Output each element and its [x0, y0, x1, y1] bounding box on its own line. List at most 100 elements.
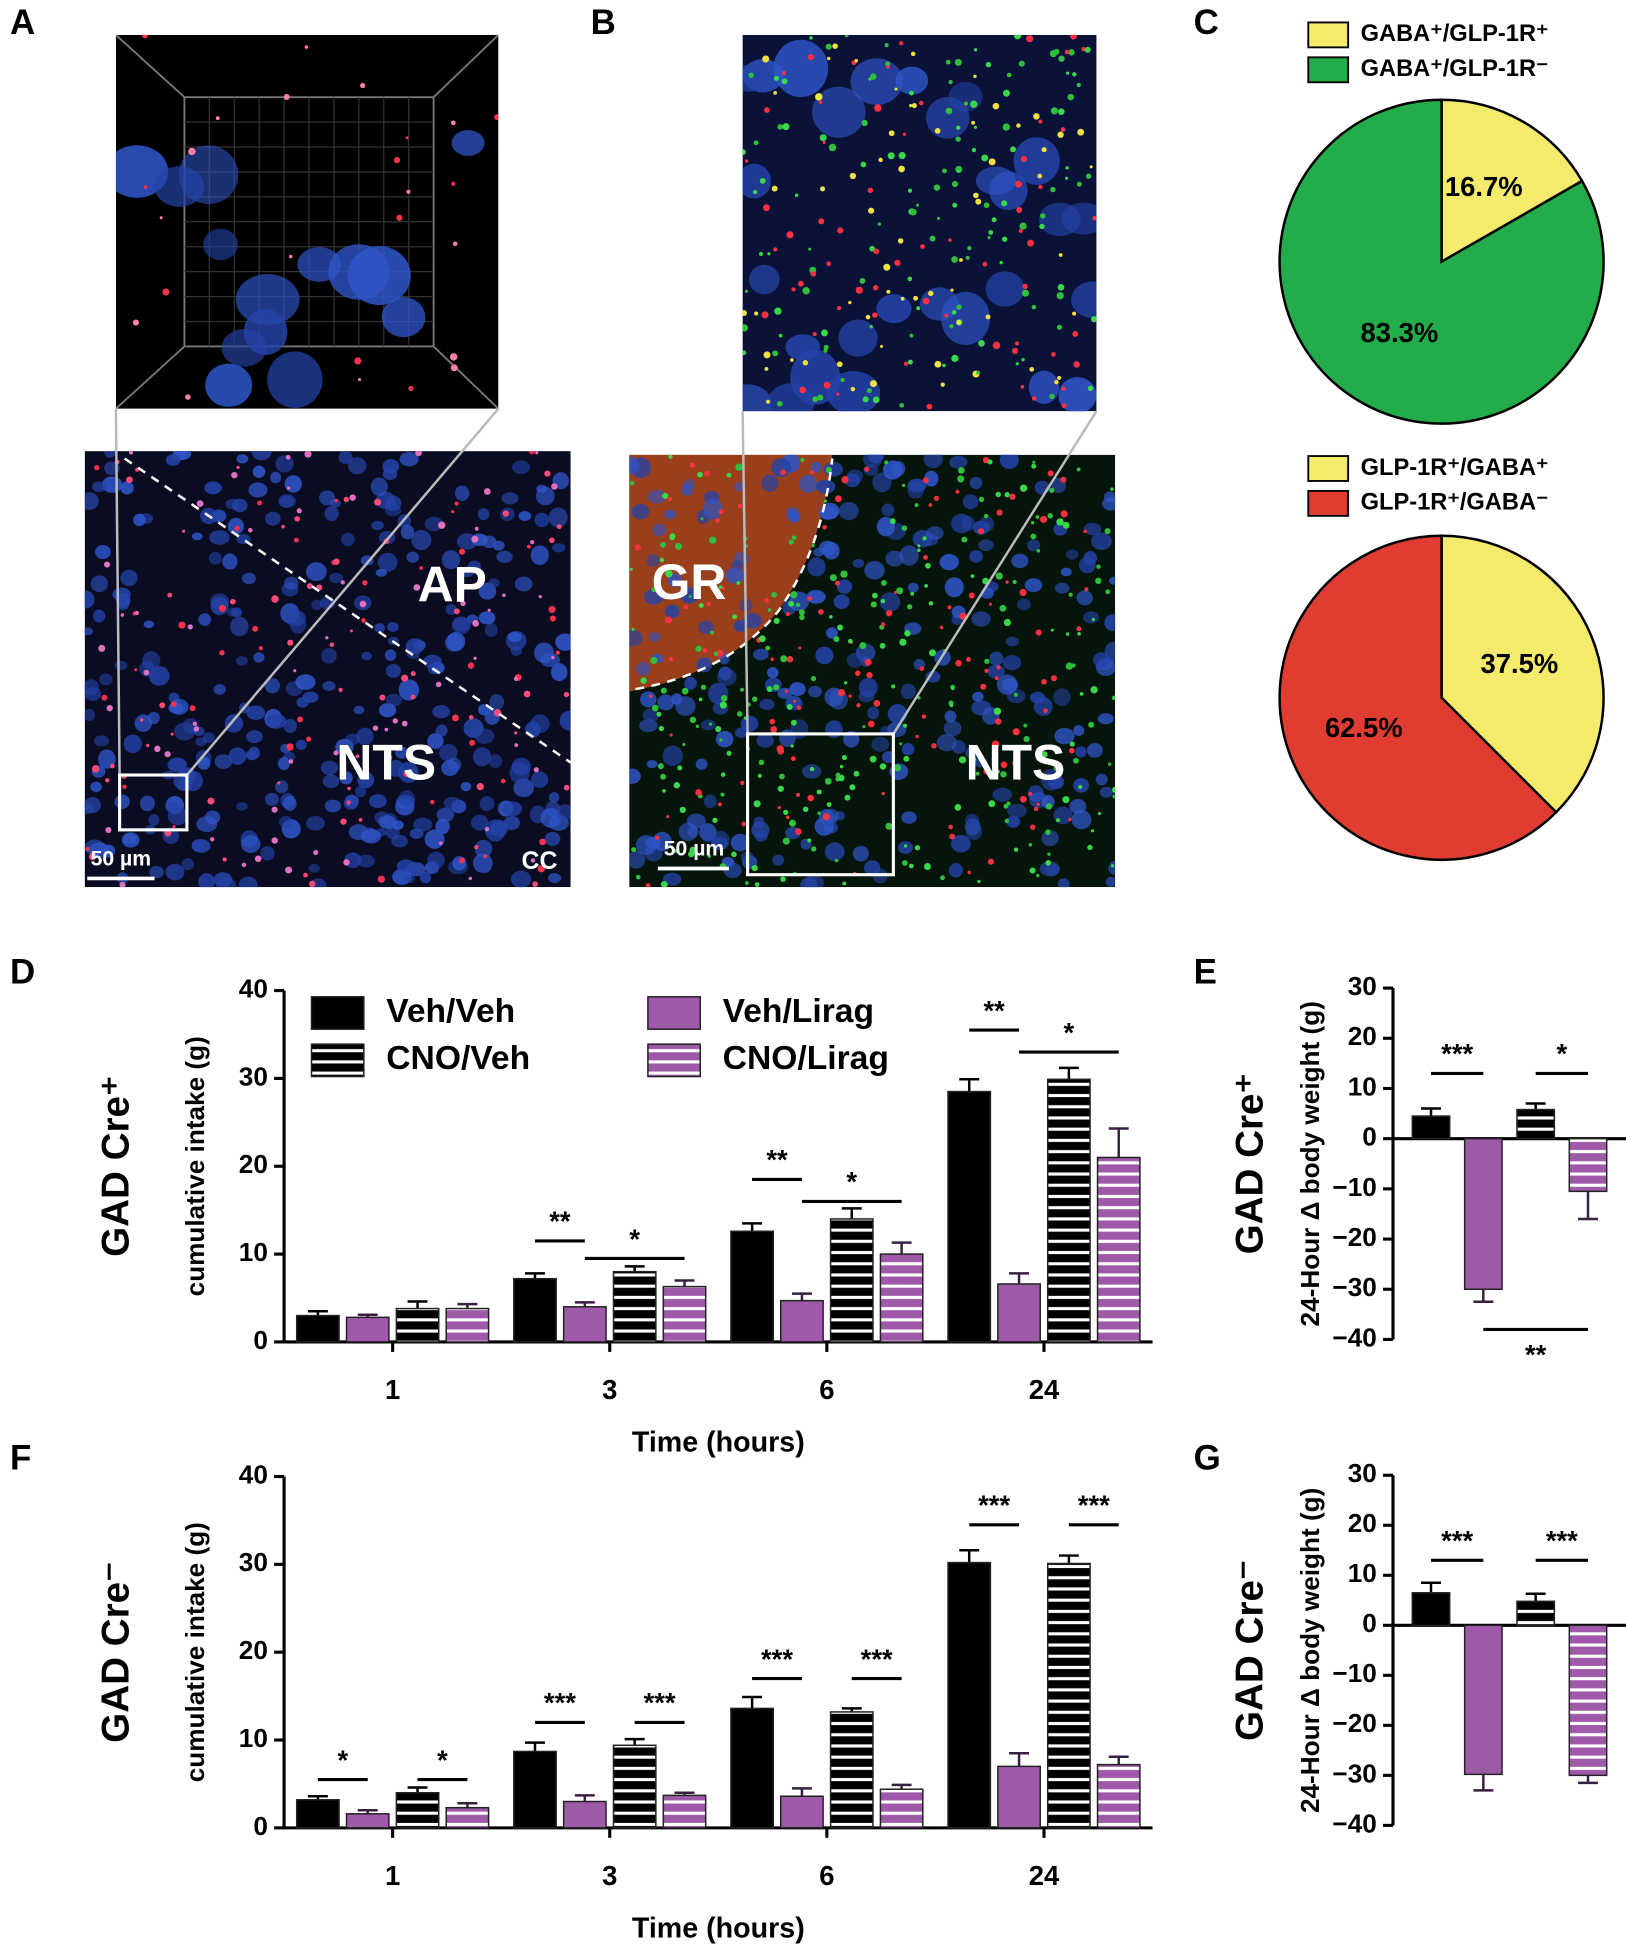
- panel-label: F: [10, 1439, 31, 1478]
- y-tick-label: 20: [239, 1149, 268, 1179]
- y-tick-label: 30: [239, 1061, 268, 1091]
- signal-dot: [873, 285, 879, 291]
- nucleus: [321, 647, 337, 664]
- signal-dot: [961, 536, 968, 543]
- nucleus: [1060, 567, 1072, 577]
- signal-dot: [774, 307, 782, 315]
- signal-dot: [796, 705, 802, 710]
- signal-dot: [837, 624, 844, 631]
- bar: [1096, 1156, 1141, 1343]
- signal-dot: [958, 466, 965, 474]
- signal-dot: [785, 612, 790, 617]
- signal-dot: [450, 120, 456, 126]
- signal-dot: [873, 248, 880, 255]
- signal-dot: [879, 344, 884, 348]
- nucleus: [378, 703, 397, 718]
- nucleus: [788, 511, 801, 523]
- signal-dot: [767, 608, 772, 612]
- signal-dot: [374, 498, 382, 506]
- signal-dot: [162, 288, 170, 296]
- signal-dot: [936, 216, 941, 220]
- significance-label: ***: [644, 1687, 676, 1718]
- signal-dot: [971, 120, 976, 125]
- nucleus: [267, 351, 323, 409]
- signal-dot: [1076, 467, 1081, 472]
- nucleus: [277, 757, 290, 771]
- nucleus: [949, 455, 968, 469]
- bar: [562, 1306, 607, 1343]
- signal-dot: [142, 34, 148, 39]
- signal-dot: [325, 636, 329, 640]
- signal-dot: [1015, 362, 1019, 366]
- signal-dot: [894, 87, 898, 91]
- nucleus: [1006, 815, 1021, 828]
- nucleus: [230, 607, 243, 618]
- nucleus: [1108, 861, 1116, 876]
- signal-dot: [835, 495, 842, 503]
- nucleus: [555, 633, 571, 651]
- signal-dot: [779, 773, 785, 780]
- signal-dot: [777, 124, 784, 130]
- signal-dot: [954, 58, 962, 66]
- signal-dot: [983, 513, 989, 519]
- signal-dot: [945, 59, 951, 65]
- nucleus: [969, 550, 983, 563]
- nucleus: [248, 482, 268, 498]
- signal-dot: [698, 603, 704, 609]
- signal-dot: [833, 636, 840, 643]
- signal-dot: [1079, 692, 1084, 696]
- signal-dot: [923, 863, 931, 870]
- nucleus: [901, 742, 915, 756]
- legend-label: Veh/Lirag: [723, 993, 874, 1030]
- y-tick-label: 30: [1348, 1458, 1377, 1488]
- bar: [1568, 1624, 1608, 1777]
- side-label: GAD Cre⁺: [1228, 1073, 1271, 1254]
- nucleus: [1006, 803, 1027, 818]
- signal-dot: [1104, 528, 1111, 535]
- signal-dot: [340, 580, 345, 585]
- signal-dot: [660, 541, 666, 548]
- signal-dot: [1085, 173, 1092, 179]
- nucleus: [901, 811, 917, 824]
- nucleus: [104, 451, 116, 458]
- signal-dot: [1053, 766, 1058, 771]
- signal-dot: [1012, 761, 1017, 766]
- signal-dot: [435, 681, 442, 688]
- signal-dot: [698, 697, 703, 702]
- signal-dot: [854, 59, 859, 63]
- legend-label: GABA⁺/GLP-1R⁻: [1361, 56, 1549, 82]
- signal-dot: [1001, 236, 1008, 242]
- signal-dot: [340, 818, 347, 825]
- nucleus: [451, 617, 472, 634]
- signal-dot: [859, 642, 867, 650]
- nucleus: [484, 623, 498, 638]
- nucleus: [663, 872, 682, 886]
- signal-dot: [922, 477, 929, 484]
- signal-dot: [886, 65, 890, 69]
- signal-dot: [980, 683, 987, 690]
- signal-dot: [931, 743, 937, 749]
- nucleus: [224, 714, 244, 733]
- nucleus: [773, 39, 829, 98]
- signal-dot: [1020, 795, 1027, 803]
- nucleus: [419, 871, 431, 884]
- signal-dot: [713, 651, 719, 656]
- signal-dot: [297, 716, 304, 723]
- nucleus: [231, 498, 248, 513]
- signal-dot: [984, 668, 989, 673]
- signal-dot: [973, 48, 978, 52]
- signal-dot: [1058, 253, 1063, 257]
- signal-dot: [1002, 89, 1010, 97]
- nucleus: [1013, 137, 1060, 185]
- nucleus: [858, 677, 878, 698]
- signal-dot: [1090, 686, 1098, 694]
- bar: [612, 1270, 657, 1343]
- signal-dot: [933, 184, 941, 191]
- nucleus: [443, 796, 461, 810]
- signal-dot: [712, 817, 718, 823]
- signal-dot: [987, 858, 995, 865]
- nucleus: [804, 874, 824, 888]
- nucleus: [283, 718, 298, 733]
- signal-dot: [1064, 49, 1070, 55]
- signal-dot: [991, 740, 1000, 748]
